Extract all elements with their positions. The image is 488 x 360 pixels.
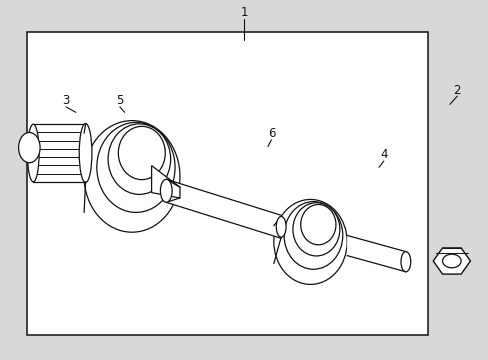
Ellipse shape	[118, 126, 165, 180]
Text: 3: 3	[62, 94, 70, 107]
Ellipse shape	[300, 204, 335, 245]
Polygon shape	[151, 166, 180, 198]
Polygon shape	[432, 248, 469, 274]
Ellipse shape	[400, 252, 410, 272]
Polygon shape	[346, 235, 405, 272]
Ellipse shape	[160, 179, 172, 202]
Ellipse shape	[273, 199, 346, 284]
Ellipse shape	[284, 202, 342, 269]
Ellipse shape	[79, 123, 92, 183]
Polygon shape	[166, 179, 281, 238]
Text: 6: 6	[267, 127, 275, 140]
Bar	[27, 32, 427, 335]
Ellipse shape	[108, 124, 170, 194]
Text: 2: 2	[452, 84, 460, 96]
Polygon shape	[33, 124, 85, 182]
Circle shape	[442, 254, 460, 268]
Ellipse shape	[27, 124, 39, 182]
Ellipse shape	[276, 216, 285, 237]
Text: 1: 1	[240, 6, 248, 19]
Text: 4: 4	[379, 148, 387, 161]
Ellipse shape	[84, 121, 180, 232]
Ellipse shape	[292, 203, 339, 256]
Ellipse shape	[97, 122, 175, 212]
Ellipse shape	[19, 132, 40, 163]
Text: 5: 5	[116, 94, 123, 107]
